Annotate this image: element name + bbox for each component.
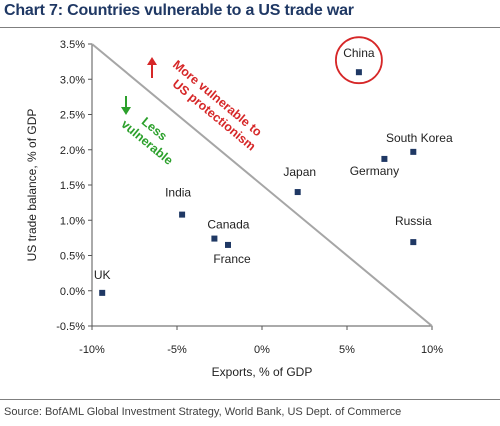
x-tick-label: 10%	[421, 344, 443, 356]
data-point-japan	[294, 189, 301, 196]
point-label-canada: Canada	[207, 218, 249, 232]
x-tick-label: 5%	[339, 344, 355, 356]
x-axis-title: Exports, % of GDP	[212, 365, 313, 379]
data-point-germany	[381, 155, 388, 162]
y-tick-label: 2.0%	[60, 145, 85, 157]
y-tick-label: 3.5%	[60, 39, 85, 51]
point-label-uk: UK	[94, 268, 111, 282]
y-tick-label: 2.5%	[60, 110, 85, 122]
footer-divider	[0, 399, 500, 400]
vulnerability-divider-line	[91, 43, 433, 327]
data-point-russia	[410, 239, 417, 246]
point-label-russia: Russia	[395, 214, 432, 228]
data-point-india	[179, 211, 186, 218]
up-arrow-icon	[147, 57, 157, 65]
point-label-india: India	[165, 186, 191, 200]
title-divider	[0, 27, 500, 28]
source-note: Source: BofAML Global Investment Strateg…	[4, 406, 402, 418]
y-tick-label: 0.5%	[60, 251, 85, 263]
point-label-germany: Germany	[350, 164, 399, 178]
data-point-canada	[211, 235, 218, 242]
point-label-china: China	[343, 46, 375, 60]
data-point-uk	[99, 289, 106, 296]
x-tick-label: 0%	[254, 344, 270, 356]
point-label-south-korea: South Korea	[386, 131, 453, 145]
y-tick-label: 1.0%	[60, 215, 85, 227]
x-tick-label: -5%	[167, 344, 187, 356]
y-axis-title: US trade balance, % of GDP	[25, 109, 39, 262]
more-vulnerable-annotation: More vulnerable to US protectionism	[170, 58, 265, 154]
data-point-france	[225, 241, 231, 248]
point-label-japan: Japan	[283, 165, 316, 179]
less-vulnerable-annotation: Less vulnerable	[119, 114, 176, 167]
y-tick-label: 1.5%	[60, 180, 85, 192]
down-arrow-icon	[121, 107, 131, 115]
data-point-south-korea	[410, 148, 417, 155]
point-label-france: France	[213, 252, 251, 266]
chart-title: Chart 7: Countries vulnerable to a US tr…	[4, 2, 354, 19]
highlight-circle-china	[334, 36, 383, 85]
y-tick-label: 0.0%	[60, 286, 85, 298]
y-tick-label: -0.5%	[56, 321, 85, 333]
data-point-china	[355, 69, 362, 76]
y-tick-label: 3.0%	[60, 74, 85, 86]
x-tick-label: -10%	[79, 344, 105, 356]
